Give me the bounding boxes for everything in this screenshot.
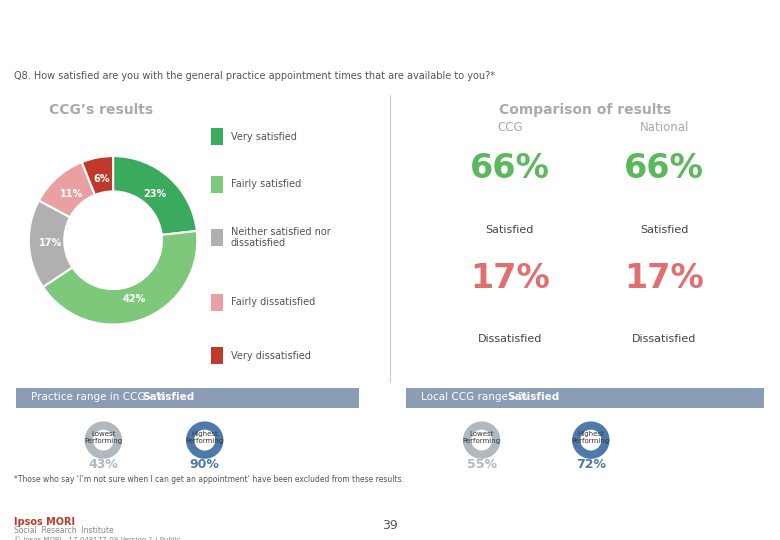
Text: *Those who say ‘I’m not sure when I can get an appointment’ have been excluded f: *Those who say ‘I’m not sure when I can … (14, 475, 404, 484)
Text: CCG’s results: CCG’s results (49, 103, 154, 117)
Bar (406, 388, 764, 408)
Wedge shape (82, 156, 113, 195)
FancyBboxPatch shape (211, 229, 223, 246)
Text: National: National (640, 120, 689, 133)
Polygon shape (186, 422, 223, 458)
FancyBboxPatch shape (211, 176, 223, 193)
Text: Satisfied: Satisfied (485, 225, 534, 234)
Text: Satisfied: Satisfied (507, 393, 559, 402)
Text: 43%: 43% (88, 458, 119, 471)
Text: Practice range in CCG - %: Practice range in CCG - % (31, 393, 169, 402)
Text: Highest
Performing: Highest Performing (186, 431, 224, 444)
Text: Fairly dissatisfied: Fairly dissatisfied (231, 297, 315, 307)
Text: Social  Research  Institute: Social Research Institute (14, 526, 114, 535)
Text: Q8. How satisfied are you with the general practice appointment times that are a: Q8. How satisfied are you with the gener… (14, 71, 495, 80)
FancyBboxPatch shape (211, 128, 223, 145)
Text: Base: All those completing a questionnaire excluding ‘I’m not sure when I can ge: Base: All those completing a questionnai… (14, 488, 481, 494)
Text: 66%: 66% (624, 152, 704, 185)
Text: Highest
Performing: Highest Performing (572, 431, 610, 444)
Text: Very dissatisfied: Very dissatisfied (231, 350, 310, 361)
Text: © Ipsos MORI   17-048177-09 Version 1 | Public: © Ipsos MORI 17-048177-09 Version 1 | Pu… (14, 536, 181, 540)
Wedge shape (113, 156, 197, 235)
Text: Very satisfied: Very satisfied (231, 132, 296, 141)
Text: Satisfied: Satisfied (143, 393, 195, 402)
Bar (16, 388, 359, 408)
Text: %Satisfied = %Very satisfied + %Fairly satisfied: %Satisfied = %Very satisfied + %Fairly s… (507, 488, 675, 494)
Polygon shape (85, 422, 122, 458)
Text: 17%: 17% (39, 238, 62, 248)
Text: CCG: CCG (497, 120, 523, 133)
Text: Ipsos MORI: Ipsos MORI (14, 517, 75, 527)
Text: 17%: 17% (624, 262, 704, 295)
Text: %Dissatisfied = %Very dissatisfied + %Fairly dissatisfied: %Dissatisfied = %Very dissatisfied + %Fa… (507, 502, 705, 508)
Text: 90%: 90% (190, 458, 220, 471)
Text: 42%: 42% (122, 294, 146, 304)
Text: Dissatisfied: Dissatisfied (477, 334, 542, 345)
Wedge shape (43, 231, 197, 325)
Text: 11%: 11% (60, 189, 83, 199)
Text: Comparison of results: Comparison of results (499, 103, 671, 117)
Text: 66%: 66% (470, 152, 550, 185)
Wedge shape (39, 162, 95, 217)
Wedge shape (29, 200, 73, 287)
Text: Practice bases range from 81 to 137: CCG bases range from 1,098 to 6,022: Practice bases range from 81 to 137: CCG… (14, 502, 278, 508)
Text: Fairly satisfied: Fairly satisfied (231, 179, 301, 189)
Text: Lowest
Performing: Lowest Performing (463, 431, 501, 444)
Text: Local CCG range - %: Local CCG range - % (421, 393, 531, 402)
Text: 72%: 72% (576, 458, 606, 471)
Text: Neither satisfied nor
dissatisfied: Neither satisfied nor dissatisfied (231, 227, 331, 248)
Text: 39: 39 (382, 518, 398, 532)
Text: 17%: 17% (470, 262, 550, 295)
Text: 6%: 6% (93, 174, 109, 184)
Text: Satisfaction with appointment times: Satisfaction with appointment times (14, 20, 400, 39)
Text: Lowest
Performing: Lowest Performing (84, 431, 122, 444)
Text: Dissatisfied: Dissatisfied (632, 334, 697, 345)
Text: 55%: 55% (466, 458, 497, 471)
Polygon shape (573, 422, 609, 458)
Text: 23%: 23% (143, 189, 166, 199)
FancyBboxPatch shape (211, 347, 223, 364)
FancyBboxPatch shape (211, 294, 223, 310)
Polygon shape (463, 422, 500, 458)
Text: Satisfied: Satisfied (640, 225, 689, 234)
